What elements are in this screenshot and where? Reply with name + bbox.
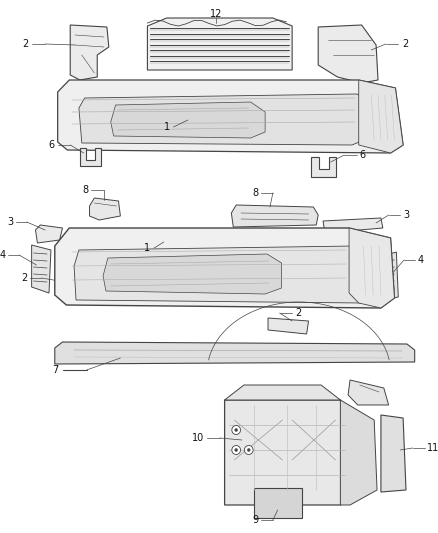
- Text: 9: 9: [252, 515, 258, 525]
- Polygon shape: [231, 205, 318, 227]
- Polygon shape: [74, 246, 375, 303]
- Polygon shape: [340, 400, 377, 505]
- Polygon shape: [80, 148, 101, 166]
- Polygon shape: [55, 342, 415, 364]
- Circle shape: [247, 448, 250, 451]
- Polygon shape: [323, 218, 383, 233]
- Text: 2: 2: [402, 39, 408, 49]
- Text: 2: 2: [21, 273, 27, 283]
- Polygon shape: [225, 400, 350, 505]
- Polygon shape: [148, 18, 292, 70]
- Polygon shape: [32, 245, 51, 293]
- Text: 1: 1: [164, 122, 170, 132]
- Text: 4: 4: [417, 255, 424, 265]
- Circle shape: [232, 446, 240, 455]
- Circle shape: [390, 426, 397, 433]
- Polygon shape: [381, 415, 406, 492]
- Text: 3: 3: [7, 217, 14, 227]
- Text: 2: 2: [295, 308, 301, 318]
- Polygon shape: [70, 25, 109, 80]
- Text: 6: 6: [360, 150, 366, 160]
- Polygon shape: [349, 228, 395, 308]
- Text: 6: 6: [49, 140, 55, 150]
- Text: 2: 2: [23, 39, 29, 49]
- Circle shape: [235, 429, 238, 432]
- Polygon shape: [58, 272, 87, 294]
- Polygon shape: [89, 198, 120, 220]
- Text: 12: 12: [210, 9, 222, 19]
- Polygon shape: [79, 94, 371, 145]
- Polygon shape: [348, 380, 389, 405]
- Polygon shape: [311, 157, 336, 177]
- Circle shape: [235, 448, 238, 451]
- Circle shape: [390, 451, 397, 458]
- Polygon shape: [58, 80, 403, 153]
- Bar: [261, 493, 294, 513]
- Circle shape: [390, 472, 397, 479]
- Polygon shape: [359, 80, 403, 153]
- Text: 11: 11: [427, 443, 438, 453]
- Polygon shape: [268, 318, 308, 334]
- Circle shape: [244, 446, 253, 455]
- Polygon shape: [225, 385, 340, 400]
- Text: 7: 7: [53, 365, 59, 375]
- Text: 8: 8: [252, 188, 258, 198]
- Text: 8: 8: [83, 185, 89, 195]
- Text: 3: 3: [403, 210, 409, 220]
- Text: 4: 4: [0, 250, 6, 260]
- Polygon shape: [35, 225, 63, 243]
- Circle shape: [232, 425, 240, 434]
- Polygon shape: [55, 228, 395, 308]
- Polygon shape: [379, 252, 398, 300]
- Circle shape: [190, 271, 200, 281]
- Text: 10: 10: [191, 433, 204, 443]
- Circle shape: [341, 57, 353, 69]
- Text: 1: 1: [145, 243, 151, 253]
- Polygon shape: [318, 25, 378, 83]
- Polygon shape: [254, 488, 302, 518]
- Polygon shape: [103, 254, 282, 294]
- Polygon shape: [111, 102, 265, 138]
